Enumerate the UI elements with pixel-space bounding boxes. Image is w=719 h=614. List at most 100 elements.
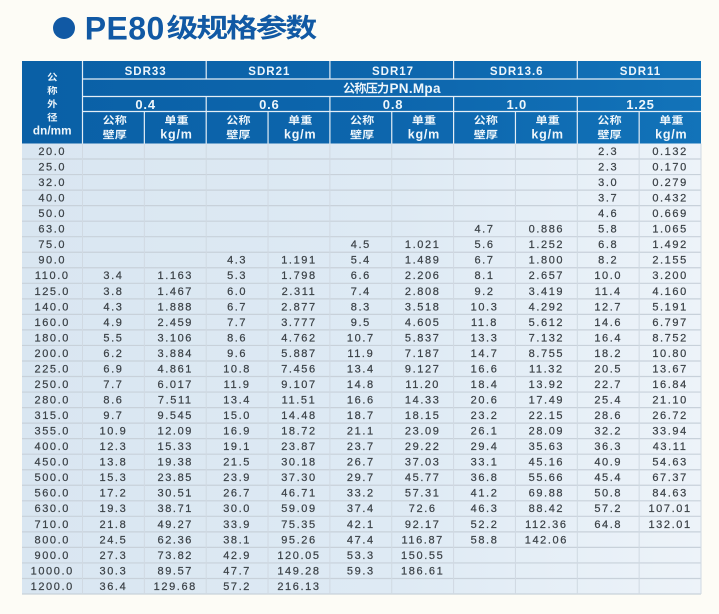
svg-text:8.3: 8.3 [351, 301, 371, 313]
svg-text:20.0: 20.0 [38, 146, 66, 158]
svg-text:1.888: 1.888 [158, 301, 194, 313]
svg-text:12.3: 12.3 [100, 441, 128, 453]
svg-text:22.7: 22.7 [594, 379, 622, 391]
svg-text:SDR21: SDR21 [248, 66, 290, 78]
svg-text:112.36: 112.36 [525, 519, 567, 531]
svg-text:140.0: 140.0 [34, 301, 70, 313]
svg-text:8.2: 8.2 [598, 255, 618, 267]
svg-text:88.42: 88.42 [529, 503, 565, 515]
svg-text:4.3: 4.3 [103, 301, 123, 313]
svg-text:14.8: 14.8 [347, 379, 375, 391]
svg-text:110.0: 110.0 [35, 270, 70, 282]
svg-text:2.3: 2.3 [598, 146, 618, 158]
svg-text:116.87: 116.87 [401, 534, 443, 546]
svg-text:15.33: 15.33 [158, 441, 194, 453]
svg-text:14.33: 14.33 [405, 395, 441, 407]
svg-text:73.82: 73.82 [158, 550, 194, 562]
svg-text:0.132: 0.132 [652, 146, 688, 158]
svg-text:0.170: 0.170 [652, 161, 688, 173]
svg-text:90.0: 90.0 [38, 255, 66, 267]
svg-text:kg/m: kg/m [531, 127, 563, 141]
svg-text:4.762: 4.762 [281, 332, 317, 344]
svg-text:22.15: 22.15 [529, 410, 565, 422]
svg-text:18.15: 18.15 [405, 410, 441, 422]
svg-text:9.545: 9.545 [158, 410, 194, 422]
svg-text:5.8: 5.8 [598, 224, 618, 236]
svg-text:30.0: 30.0 [223, 503, 251, 515]
svg-text:21.10: 21.10 [652, 395, 688, 407]
svg-text:29.22: 29.22 [405, 441, 441, 453]
svg-text:3.200: 3.200 [652, 270, 688, 282]
svg-text:SDR13.6: SDR13.6 [490, 66, 544, 78]
svg-text:7.132: 7.132 [529, 332, 565, 344]
svg-text:2.657: 2.657 [529, 270, 565, 282]
svg-text:0.432: 0.432 [652, 193, 688, 205]
svg-text:kg/m: kg/m [655, 127, 687, 141]
svg-text:6.2: 6.2 [103, 348, 123, 360]
svg-text:6.6: 6.6 [351, 270, 371, 282]
svg-text:1.252: 1.252 [529, 239, 565, 251]
svg-text:3.884: 3.884 [158, 348, 194, 360]
svg-text:84.63: 84.63 [652, 488, 688, 500]
svg-text:6.017: 6.017 [158, 379, 194, 391]
svg-text:23.2: 23.2 [471, 410, 499, 422]
svg-text:26.1: 26.1 [471, 426, 499, 438]
svg-text:95.26: 95.26 [281, 534, 317, 546]
svg-text:9.2: 9.2 [474, 286, 494, 298]
svg-text:PE80: PE80 [85, 10, 165, 46]
svg-text:5.4: 5.4 [351, 255, 371, 267]
svg-text:17.2: 17.2 [100, 488, 128, 500]
svg-text:50.0: 50.0 [38, 208, 66, 220]
svg-text:59.09: 59.09 [281, 503, 317, 515]
svg-text:13.3: 13.3 [471, 332, 499, 344]
svg-text:64.8: 64.8 [594, 519, 622, 531]
svg-text:16.6: 16.6 [347, 395, 375, 407]
svg-text:10.7: 10.7 [347, 332, 375, 344]
svg-text:2.311: 2.311 [282, 286, 317, 298]
svg-text:1.800: 1.800 [529, 255, 565, 267]
svg-text:11.20: 11.20 [405, 379, 440, 391]
svg-text:4.160: 4.160 [652, 286, 688, 298]
svg-text:450.0: 450.0 [34, 457, 70, 469]
svg-text:7.187: 7.187 [405, 348, 441, 360]
svg-text:4.7: 4.7 [474, 224, 494, 236]
svg-text:11.32: 11.32 [529, 363, 564, 375]
svg-text:29.4: 29.4 [471, 441, 499, 453]
svg-text:0.279: 0.279 [652, 177, 688, 189]
svg-text:560.0: 560.0 [34, 488, 70, 500]
svg-text:5.3: 5.3 [227, 270, 247, 282]
svg-text:710.0: 710.0 [34, 519, 70, 531]
svg-text:36.3: 36.3 [594, 441, 622, 453]
svg-text:186.61: 186.61 [401, 565, 444, 577]
svg-text:16.84: 16.84 [652, 379, 688, 391]
svg-text:355.0: 355.0 [34, 426, 70, 438]
svg-text:1.25: 1.25 [626, 97, 655, 112]
svg-text:36.4: 36.4 [100, 581, 128, 593]
svg-text:16.4: 16.4 [594, 332, 622, 344]
svg-text:7.7: 7.7 [227, 317, 247, 329]
svg-text:1.163: 1.163 [158, 270, 194, 282]
svg-text:5.612: 5.612 [529, 317, 565, 329]
svg-text:125.0: 125.0 [34, 286, 70, 298]
svg-text:37.03: 37.03 [405, 457, 441, 469]
svg-text:75.35: 75.35 [281, 519, 317, 531]
svg-text:1.798: 1.798 [281, 270, 317, 282]
svg-text:47.4: 47.4 [347, 534, 375, 546]
svg-text:42.1: 42.1 [347, 519, 375, 531]
svg-text:3.4: 3.4 [103, 270, 123, 282]
svg-text:6.8: 6.8 [598, 239, 618, 251]
svg-text:59.3: 59.3 [347, 565, 375, 577]
svg-text:16.9: 16.9 [223, 426, 251, 438]
svg-text:12.7: 12.7 [594, 301, 622, 313]
svg-text:3.419: 3.419 [529, 286, 565, 298]
svg-text:200.0: 200.0 [34, 348, 70, 360]
svg-text:38.71: 38.71 [158, 503, 194, 515]
svg-text:10.8: 10.8 [223, 363, 251, 375]
svg-text:7.4: 7.4 [351, 286, 371, 298]
svg-text:33.1: 33.1 [471, 457, 499, 469]
svg-text:28.09: 28.09 [529, 426, 565, 438]
svg-text:20.5: 20.5 [594, 363, 622, 375]
svg-text:16.6: 16.6 [471, 363, 499, 375]
svg-text:32.0: 32.0 [38, 177, 66, 189]
svg-text:9.6: 9.6 [227, 348, 247, 360]
